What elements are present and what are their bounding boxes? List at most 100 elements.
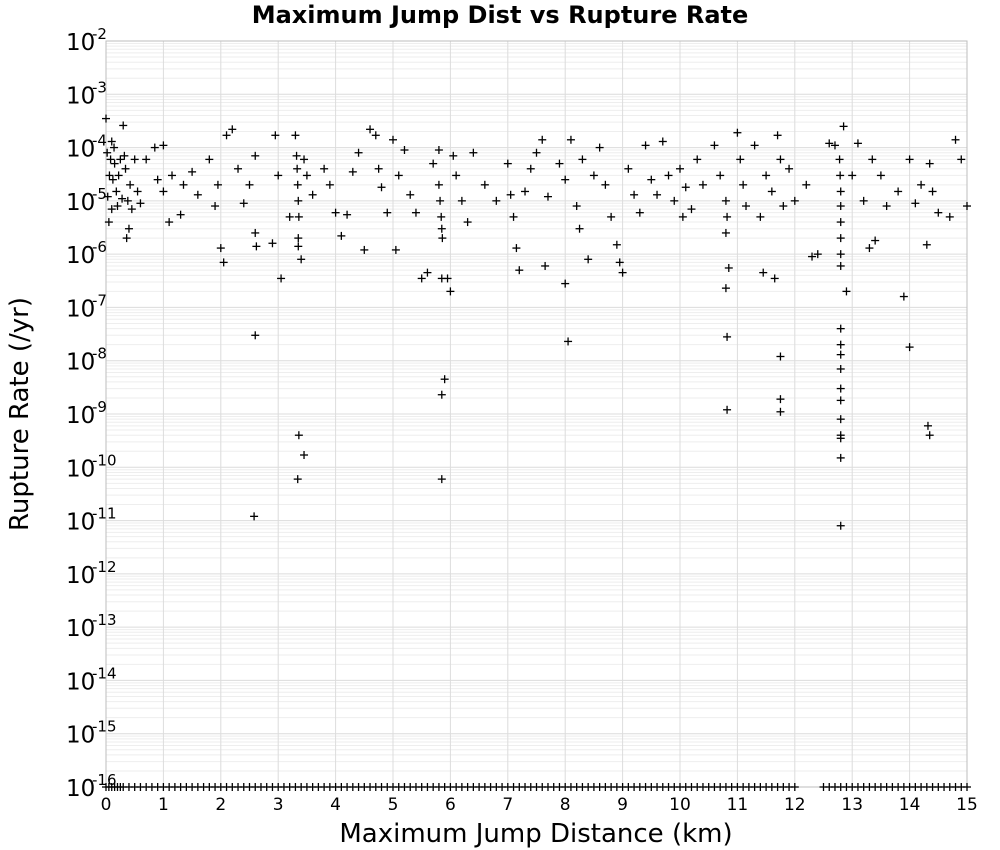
data-point — [945, 212, 954, 221]
y-tick-label: 10-15 — [66, 718, 117, 749]
data-point — [300, 155, 309, 164]
data-point — [538, 135, 547, 144]
data-point — [211, 202, 220, 211]
data-point — [785, 164, 794, 173]
data-point — [443, 274, 452, 283]
data-points — [102, 114, 971, 791]
data-point — [721, 196, 730, 205]
data-point — [836, 453, 845, 462]
x-tick-label: 14 — [899, 795, 921, 815]
data-point — [566, 135, 575, 144]
data-point — [917, 180, 926, 189]
data-point — [934, 208, 943, 217]
floor-point — [790, 783, 799, 791]
data-point — [653, 190, 662, 199]
data-point — [624, 164, 633, 173]
data-point — [423, 268, 432, 277]
data-point — [437, 212, 446, 221]
data-point — [865, 244, 874, 253]
data-point — [153, 175, 162, 184]
data-point — [159, 187, 168, 196]
data-point — [678, 212, 687, 221]
y-tick-label: 10-11 — [66, 505, 117, 536]
data-point — [776, 155, 785, 164]
data-point — [331, 208, 340, 217]
data-point — [595, 143, 604, 152]
data-point — [366, 125, 375, 134]
y-tick-base: 10 — [66, 669, 95, 695]
floor-point — [963, 783, 971, 791]
data-point — [108, 175, 117, 184]
y-tick-exponent: -13 — [92, 611, 117, 629]
data-point — [446, 287, 455, 296]
data-point — [836, 364, 845, 373]
data-point — [150, 143, 159, 152]
data-point — [116, 155, 125, 164]
x-tick-label: 4 — [330, 795, 341, 815]
x-tick-label: 8 — [560, 795, 571, 815]
data-point — [114, 171, 123, 180]
data-point — [360, 245, 369, 254]
x-tick-label: 7 — [502, 795, 513, 815]
y-tick-exponent: -3 — [92, 78, 107, 96]
data-point — [848, 171, 857, 180]
y-tick-base: 10 — [66, 137, 95, 163]
data-point — [723, 212, 732, 221]
data-point — [830, 141, 839, 150]
data-point — [923, 421, 932, 430]
data-point — [438, 234, 447, 243]
data-point — [871, 236, 880, 245]
data-point — [274, 171, 283, 180]
data-point — [480, 180, 489, 189]
data-point — [742, 202, 751, 211]
data-point — [348, 167, 357, 176]
data-point — [836, 324, 845, 333]
data-point — [759, 268, 768, 277]
data-point — [607, 212, 616, 221]
data-point — [543, 192, 552, 201]
data-point — [127, 205, 136, 214]
data-point — [515, 266, 524, 275]
data-point — [842, 287, 851, 296]
data-point — [894, 187, 903, 196]
x-tick-label: 3 — [273, 795, 284, 815]
y-tick-exponent: -8 — [92, 345, 107, 363]
data-point — [618, 268, 627, 277]
data-point — [773, 131, 782, 140]
y-axis-label: Rupture Rate (/yr) — [5, 297, 35, 531]
data-point — [905, 343, 914, 352]
y-tick-label: 10-6 — [66, 238, 107, 269]
data-point — [836, 202, 845, 211]
x-tick-label: 5 — [388, 795, 399, 815]
y-tick-label: 10-14 — [66, 664, 117, 695]
data-point — [739, 180, 748, 189]
y-tick-base: 10 — [66, 30, 95, 56]
data-point — [103, 148, 112, 157]
y-tick-label: 10-10 — [66, 451, 117, 482]
data-point — [575, 224, 584, 233]
data-point — [635, 208, 644, 217]
data-point — [337, 231, 346, 240]
y-tick-base: 10 — [66, 243, 95, 269]
data-point — [836, 415, 845, 424]
x-tick-label: 6 — [445, 795, 456, 815]
x-axis-label: Maximum Jump Distance (km) — [339, 819, 732, 849]
data-point — [681, 183, 690, 192]
y-tick-base: 10 — [66, 456, 95, 482]
data-point — [589, 171, 598, 180]
data-point — [297, 255, 306, 264]
y-tick-exponent: -16 — [92, 771, 117, 789]
data-point — [868, 155, 877, 164]
data-point — [434, 180, 443, 189]
data-point — [250, 512, 259, 521]
data-point — [724, 263, 733, 272]
data-point — [509, 212, 518, 221]
y-tick-base: 10 — [66, 563, 95, 589]
data-point — [436, 196, 445, 205]
data-point — [294, 196, 303, 205]
data-point — [119, 121, 128, 130]
data-point — [176, 210, 185, 219]
data-point — [922, 240, 931, 249]
data-point — [532, 148, 541, 157]
